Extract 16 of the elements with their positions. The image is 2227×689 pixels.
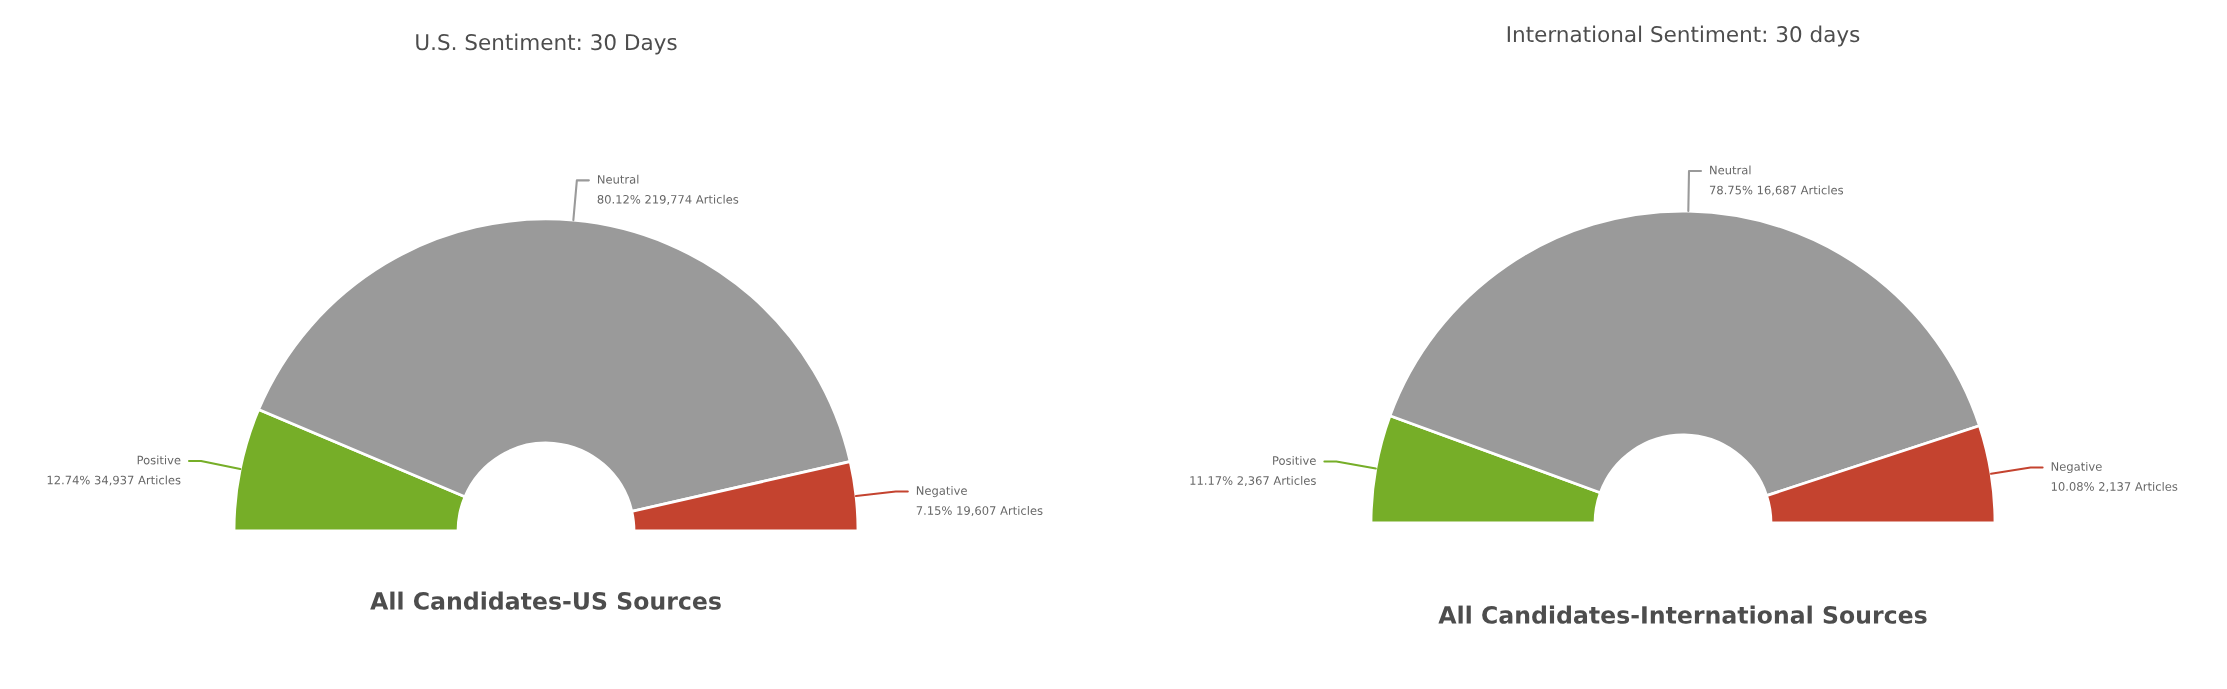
chart-title: U.S. Sentiment: 30 Days xyxy=(416,33,677,55)
slice-label: Positive xyxy=(137,455,181,465)
slice-label: Negative xyxy=(2051,461,2102,474)
chart-title: International Sentiment: 30 days xyxy=(1507,25,1860,47)
data-label: 11.17% 2,367 Articles xyxy=(1190,475,1316,487)
data-label: 7.15% 19,607 Articles xyxy=(916,505,1043,517)
data-label: 80.12% 219,774 Articles xyxy=(597,194,739,205)
data-label: 12.74% 34,937 Articles xyxy=(47,475,181,486)
slice-label: Neutral xyxy=(1710,165,1751,175)
slice-label: Positive xyxy=(1273,455,1316,465)
slice-label: Neutral xyxy=(597,174,639,184)
slice-label: Negative xyxy=(916,485,967,498)
data-label: 78.75% 16,687 Articles xyxy=(1709,185,1844,196)
text: All Candidates-US Sources xyxy=(370,591,721,610)
text: All Candidates-International Sources xyxy=(1438,605,1927,624)
data-label: 10.08% 2,137 Articles xyxy=(2051,481,2178,492)
